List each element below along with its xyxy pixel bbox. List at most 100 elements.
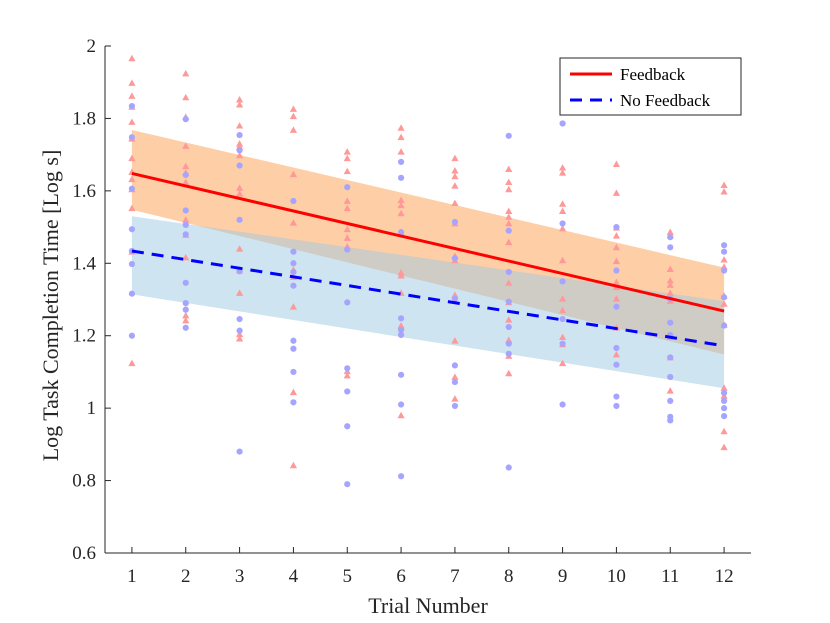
x-tick-label: 8 [504, 566, 514, 587]
fit-lines [131, 172, 725, 348]
data-point-no-feedback [720, 322, 728, 329]
data-point-no-feedback [290, 399, 297, 406]
data-point-feedback [182, 69, 190, 77]
data-point-no-feedback [505, 464, 512, 471]
data-point-feedback [558, 224, 567, 232]
data-point-feedback [451, 154, 459, 162]
data-point-no-feedback [720, 267, 728, 274]
data-point-no-feedback [559, 315, 566, 323]
data-point-no-feedback [613, 393, 620, 400]
data-point-no-feedback [559, 220, 566, 227]
data-point-feedback [289, 388, 298, 396]
data-point-feedback [128, 359, 136, 367]
data-point-feedback [128, 79, 136, 86]
data-point-no-feedback [667, 244, 674, 251]
data-point-feedback [558, 256, 567, 264]
data-point-no-feedback [613, 303, 620, 310]
legend-box [559, 57, 742, 116]
fit-line-feedback [131, 172, 725, 313]
x-tick-label: 9 [558, 566, 568, 587]
data-point-feedback [182, 253, 190, 261]
data-point-no-feedback [613, 223, 620, 231]
data-point-feedback [451, 395, 459, 402]
data-point-no-feedback [397, 473, 405, 480]
data-point-feedback [558, 207, 567, 215]
data-point-no-feedback [559, 120, 566, 127]
data-points [128, 54, 728, 488]
data-point-feedback [505, 185, 513, 193]
data-point-no-feedback [128, 103, 136, 110]
data-point-feedback [505, 178, 513, 186]
data-point-no-feedback [128, 226, 136, 233]
data-point-no-feedback [182, 207, 189, 214]
data-point-no-feedback [720, 242, 728, 249]
data-point-feedback [235, 289, 244, 296]
data-point-feedback [720, 384, 728, 391]
data-point-feedback [505, 316, 513, 323]
data-point-no-feedback [451, 362, 459, 369]
data-point-feedback [182, 216, 190, 223]
data-point-no-feedback [451, 378, 459, 386]
data-point-no-feedback [505, 227, 512, 234]
data-point-feedback [397, 201, 405, 209]
data-point-feedback [666, 277, 674, 284]
data-point-no-feedback [505, 323, 512, 331]
data-point-no-feedback [236, 162, 243, 169]
data-point-feedback [235, 245, 244, 252]
data-point-feedback [558, 306, 567, 314]
data-point-feedback [451, 182, 459, 189]
data-point-no-feedback [613, 267, 620, 274]
data-point-feedback [343, 148, 351, 155]
data-point-feedback [451, 337, 459, 344]
data-point-feedback [182, 178, 190, 186]
data-point-feedback [128, 118, 136, 125]
confidence-band-no-feedback [131, 216, 725, 389]
data-point-feedback [505, 219, 513, 227]
y-tick-label: 1.2 [72, 326, 96, 347]
tick-labels: 1 2 3 4 5 6 7 8 9 10 11 120.60.811.21.41.61.82 [72, 36, 733, 587]
data-point-no-feedback [720, 397, 728, 404]
data-point-no-feedback [182, 324, 189, 331]
y-tick-label: 1.8 [72, 108, 96, 129]
x-tick-label: 3 [235, 566, 245, 587]
x-tick-label: 1 [127, 566, 137, 587]
data-point-no-feedback [720, 294, 728, 301]
data-point-no-feedback [397, 401, 405, 408]
data-point-feedback [235, 122, 244, 129]
x-tick-label: 12 [715, 566, 734, 587]
data-point-no-feedback [236, 131, 243, 139]
data-point-no-feedback [667, 354, 674, 361]
data-point-feedback [343, 204, 351, 212]
data-point-feedback [235, 184, 244, 191]
data-point-feedback [343, 234, 351, 241]
data-point-no-feedback [182, 231, 189, 238]
data-point-no-feedback [613, 344, 620, 352]
data-point-no-feedback [397, 371, 405, 378]
data-point-no-feedback [344, 388, 351, 395]
data-point-feedback [558, 200, 567, 207]
data-point-no-feedback [236, 216, 243, 223]
data-point-no-feedback [397, 331, 405, 339]
x-tick-label: 6 [396, 566, 406, 587]
data-point-no-feedback [667, 417, 674, 424]
data-point-feedback [182, 316, 190, 324]
data-point-no-feedback [344, 246, 351, 253]
data-point-no-feedback [182, 300, 189, 307]
data-point-no-feedback [397, 229, 405, 236]
data-point-no-feedback [505, 298, 512, 305]
data-point-no-feedback [720, 413, 728, 420]
data-point-no-feedback [182, 171, 189, 179]
data-point-no-feedback [720, 405, 728, 412]
data-point-no-feedback [290, 268, 297, 276]
data-point-feedback [505, 213, 513, 220]
data-point-feedback [182, 142, 190, 149]
data-point-no-feedback [397, 326, 405, 334]
data-point-no-feedback [720, 389, 728, 397]
data-point-no-feedback [290, 368, 297, 376]
data-point-feedback [182, 162, 190, 170]
data-point-feedback [612, 257, 621, 264]
data-point-no-feedback [128, 332, 136, 339]
x-tick-label: 4 [289, 566, 299, 587]
data-point-feedback [343, 167, 351, 175]
data-point-feedback [289, 303, 298, 310]
